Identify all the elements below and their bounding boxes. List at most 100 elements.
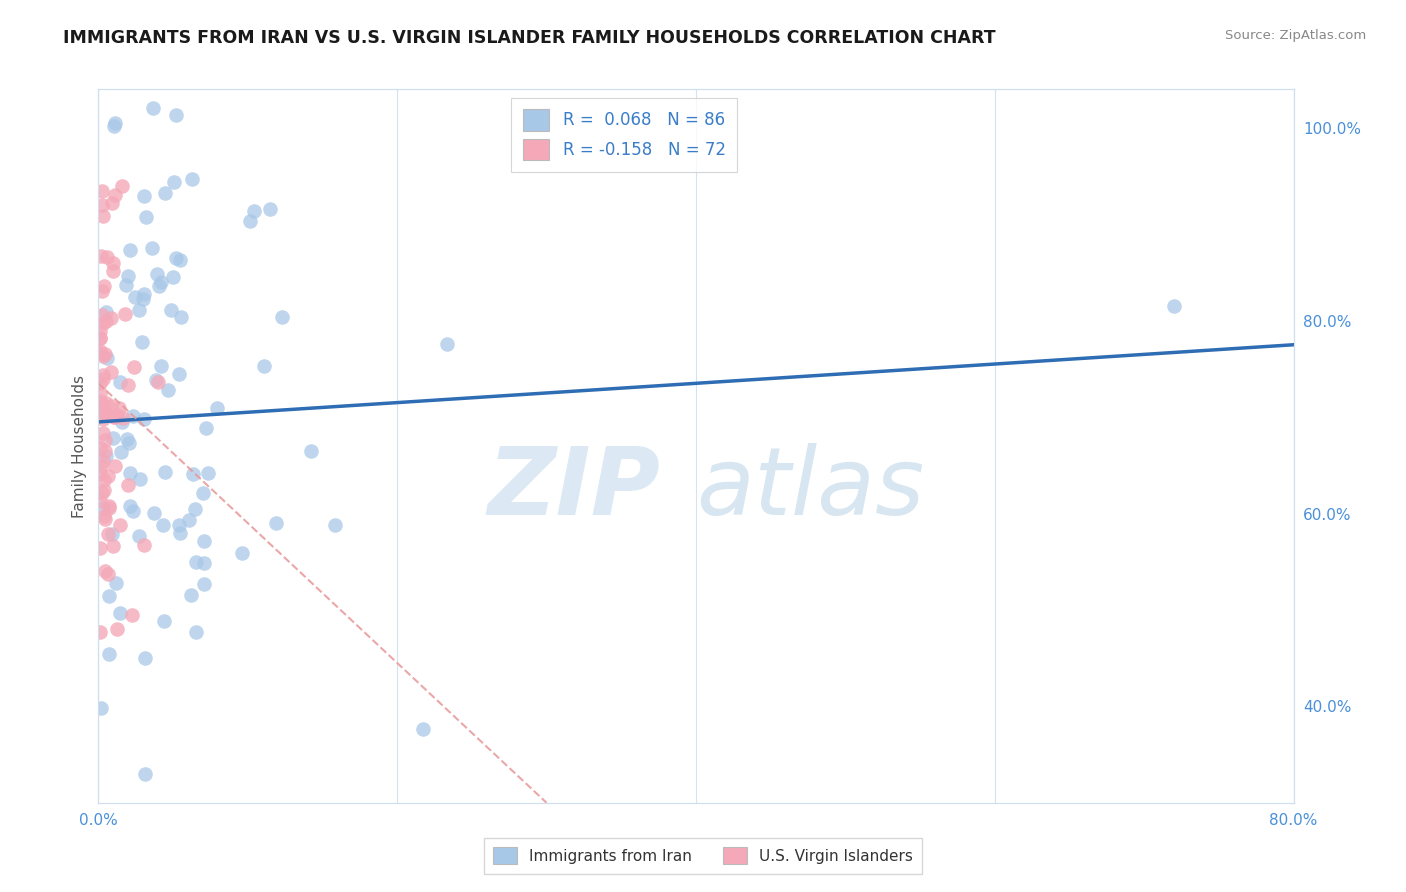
Point [91, 209, 114, 223]
Point [108, 518, 131, 533]
Point [155, 465, 177, 479]
Point [91, 454, 114, 468]
Point [184, 625, 207, 640]
Point [132, 286, 155, 301]
Point [104, 188, 127, 202]
Point [160, 302, 183, 317]
Point [101, 196, 124, 211]
Point [110, 445, 132, 459]
Point [299, 443, 322, 458]
Point [128, 303, 150, 318]
Point [157, 384, 180, 398]
Point [148, 375, 170, 389]
Point [122, 359, 145, 374]
Point [89, 331, 111, 345]
Point [94, 444, 117, 458]
Point [105, 408, 128, 422]
Point [180, 588, 202, 602]
Point [128, 529, 150, 543]
Point [239, 213, 262, 227]
Point [115, 432, 138, 446]
Point [104, 459, 127, 474]
Point [167, 518, 190, 533]
Point [100, 311, 122, 326]
Point [181, 172, 204, 186]
Point [165, 251, 187, 265]
Point [94, 512, 117, 526]
Legend: R =  0.068   N = 86, R = -0.158   N = 72: R = 0.068 N = 86, R = -0.158 N = 72 [512, 97, 737, 172]
Point [90, 249, 112, 263]
Point [167, 368, 190, 382]
Point [91, 184, 114, 198]
Point [132, 189, 155, 203]
Point [135, 211, 157, 225]
Point [104, 116, 127, 130]
Point [111, 411, 134, 425]
Point [91, 412, 114, 426]
Point [266, 516, 288, 530]
Point [271, 310, 294, 324]
Point [89, 494, 111, 508]
Point [197, 467, 219, 481]
Point [111, 415, 134, 429]
Point [97, 567, 120, 582]
Point [94, 395, 117, 409]
Point [169, 252, 191, 267]
Point [153, 614, 176, 628]
Point [145, 373, 167, 387]
Point [165, 108, 187, 122]
Point [117, 378, 139, 392]
Point [114, 308, 136, 322]
Point [186, 555, 208, 569]
Point [193, 577, 215, 591]
Point [90, 701, 112, 715]
Point [117, 268, 139, 283]
Point [91, 425, 114, 440]
Point [153, 186, 176, 201]
Point [108, 401, 131, 415]
Point [89, 331, 111, 345]
Point [149, 359, 172, 373]
Point [97, 648, 120, 662]
Point [93, 483, 115, 497]
Point [134, 651, 156, 665]
Point [103, 264, 125, 278]
Point [117, 478, 139, 492]
Point [118, 466, 141, 480]
Point [96, 449, 118, 463]
Point [98, 500, 121, 514]
Point [97, 469, 120, 483]
Text: atlas: atlas [696, 443, 924, 534]
Point [121, 607, 143, 622]
Point [152, 518, 174, 533]
Y-axis label: Family Households: Family Households [72, 375, 87, 517]
Point [170, 310, 193, 324]
Point [205, 401, 228, 416]
Point [134, 767, 156, 781]
Point [89, 541, 111, 555]
Point [89, 441, 111, 455]
Text: IMMIGRANTS FROM IRAN VS U.S. VIRGIN ISLANDER FAMILY HOUSEHOLDS CORRELATION CHART: IMMIGRANTS FROM IRAN VS U.S. VIRGIN ISLA… [63, 29, 995, 46]
Point [89, 393, 111, 408]
Point [91, 397, 114, 411]
Point [243, 203, 266, 218]
Point [97, 526, 120, 541]
Point [105, 622, 128, 636]
Point [122, 409, 145, 423]
Point [89, 346, 111, 360]
Point [132, 411, 155, 425]
Point [141, 240, 163, 254]
Point [1163, 299, 1185, 313]
Point [108, 607, 131, 621]
Point [91, 372, 114, 386]
Point [91, 349, 114, 363]
Point [89, 625, 111, 640]
Point [146, 267, 169, 281]
Point [104, 410, 127, 425]
Point [94, 434, 117, 448]
Point [149, 275, 172, 289]
Point [124, 290, 146, 304]
Point [131, 334, 153, 349]
Point [108, 376, 131, 390]
Point [98, 589, 121, 603]
